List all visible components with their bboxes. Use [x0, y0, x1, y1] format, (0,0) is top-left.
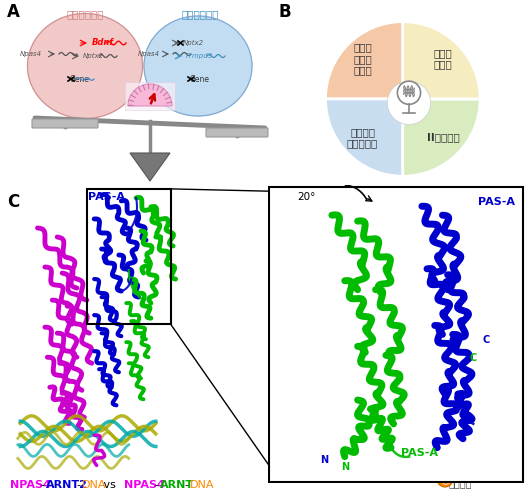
Text: Bdnf: Bdnf [92, 38, 114, 47]
Text: Npas4: Npas4 [20, 51, 42, 57]
Text: 双向情
感障碍: 双向情 感障碍 [434, 48, 453, 70]
Text: -: - [40, 480, 44, 490]
FancyBboxPatch shape [32, 119, 98, 128]
Circle shape [437, 471, 453, 487]
Wedge shape [403, 22, 480, 99]
Wedge shape [325, 99, 403, 176]
Text: ARNT2: ARNT2 [46, 480, 88, 490]
Text: A: A [7, 3, 20, 21]
Text: N: N [341, 462, 349, 472]
Text: ◎: ◎ [440, 474, 450, 484]
Polygon shape [130, 153, 170, 181]
Text: PAS-A: PAS-A [479, 197, 516, 207]
Text: NPAS4: NPAS4 [10, 480, 51, 490]
Text: Nptx2: Nptx2 [183, 40, 204, 46]
Circle shape [387, 81, 431, 124]
Text: 兴奋性神经元: 兴奋性神经元 [66, 9, 104, 19]
Text: -: - [154, 480, 158, 490]
Text: 抑制性神经元: 抑制性神经元 [181, 9, 219, 19]
Text: N: N [320, 454, 328, 464]
Text: -: - [184, 480, 188, 490]
Text: 社会认知
及记忆形成: 社会认知 及记忆形成 [347, 127, 378, 148]
Wedge shape [325, 22, 403, 99]
Text: ARNT: ARNT [160, 480, 194, 490]
Text: B: B [278, 3, 290, 21]
Text: Npas4: Npas4 [138, 51, 160, 57]
Text: 20°: 20° [297, 192, 315, 202]
Text: -: - [76, 480, 80, 490]
FancyBboxPatch shape [206, 128, 268, 137]
Text: 山大视点: 山大视点 [448, 478, 472, 488]
Text: Frmpd3: Frmpd3 [186, 53, 213, 59]
Text: C: C [7, 193, 19, 211]
Ellipse shape [144, 16, 252, 116]
FancyBboxPatch shape [125, 82, 175, 110]
Text: vs: vs [100, 480, 119, 490]
Text: PAS-A: PAS-A [401, 448, 438, 458]
Text: DNA: DNA [190, 480, 215, 490]
Text: C: C [482, 335, 490, 345]
Text: DNA: DNA [82, 480, 107, 490]
Wedge shape [128, 84, 172, 106]
Text: II型糖尿病: II型糖尿病 [427, 133, 460, 143]
Text: Nptx2: Nptx2 [83, 53, 104, 59]
Text: Gene: Gene [190, 75, 210, 84]
Bar [87, 189, 171, 324]
Ellipse shape [28, 14, 143, 119]
Text: Gene: Gene [70, 75, 90, 84]
Text: C: C [470, 353, 477, 363]
Text: NPAS4: NPAS4 [124, 480, 165, 490]
Wedge shape [403, 99, 480, 176]
Text: PAS-A: PAS-A [88, 192, 125, 202]
Text: 癫痫、
焦虑及
抑郁症: 癫痫、 焦虑及 抑郁症 [353, 42, 372, 75]
